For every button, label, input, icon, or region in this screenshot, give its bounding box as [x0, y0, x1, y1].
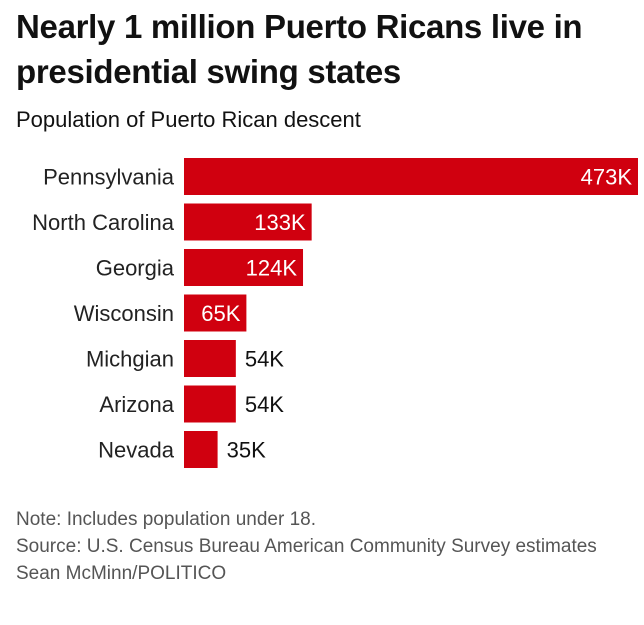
chart-notes: Note: Includes population under 18. Sour…	[16, 506, 616, 587]
value-label: 54K	[245, 392, 284, 417]
bar-wisconsin	[184, 294, 247, 332]
bar-pennsylvania	[184, 158, 638, 195]
bar-nevada	[184, 431, 218, 468]
bar-arizona	[184, 385, 236, 423]
value-label: 133K	[254, 210, 306, 235]
source-text: Source: U.S. Census Bureau American Comm…	[16, 536, 597, 557]
note-text: Note: Includes population under 18.	[16, 509, 316, 530]
bar-michgian	[184, 340, 236, 377]
category-label: Wisconsin	[74, 301, 174, 326]
category-label: Arizona	[99, 392, 174, 417]
value-label: 124K	[246, 256, 298, 281]
value-label: 54K	[245, 347, 284, 372]
chart-title: Nearly 1 million Puerto Ricans live in p…	[16, 8, 583, 90]
credit-text: Sean McMinn/POLITICO	[16, 563, 227, 584]
chart-subtitle: Population of Puerto Rican descent	[16, 107, 361, 132]
value-label: 35K	[227, 438, 266, 463]
bar-north-carolina	[184, 203, 312, 241]
category-label: North Carolina	[32, 210, 175, 235]
category-label: Nevada	[98, 438, 175, 463]
category-label: Georgia	[96, 256, 175, 281]
value-label: 473K	[581, 165, 633, 190]
bar-georgia	[184, 249, 304, 286]
category-label: Pennsylvania	[43, 165, 175, 190]
bar-chart: Pennsylvania 473K North Carolina 133K Georgi…	[32, 158, 638, 468]
category-label: Michgian	[86, 347, 174, 372]
value-label: 65K	[201, 301, 240, 326]
